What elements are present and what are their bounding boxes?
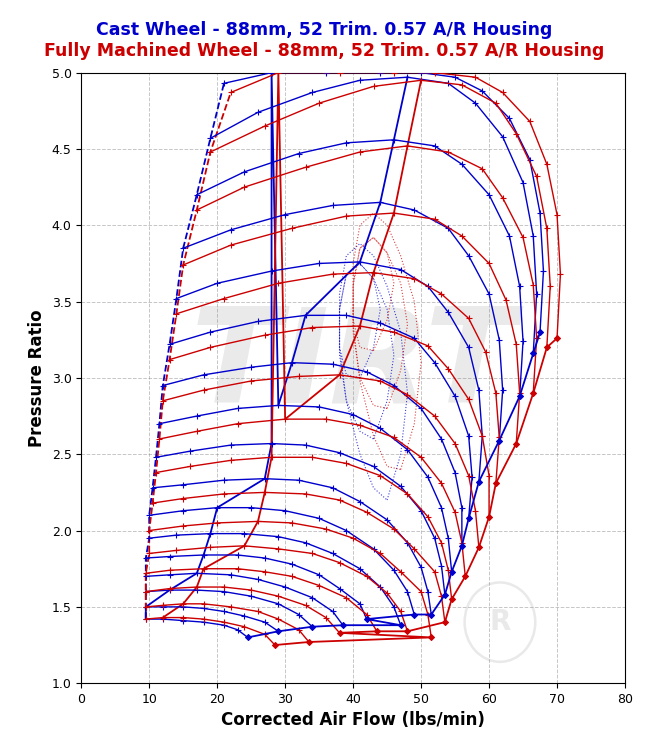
Text: R: R [489, 608, 511, 636]
X-axis label: Corrected Air Flow (lbs/min): Corrected Air Flow (lbs/min) [221, 711, 485, 729]
Y-axis label: Pressure Ratio: Pressure Ratio [28, 309, 46, 447]
Text: TIRT: TIRT [191, 302, 516, 429]
Text: Fully Machined Wheel - 88mm, 52 Trim. 0.57 A/R Housing: Fully Machined Wheel - 88mm, 52 Trim. 0.… [44, 42, 604, 60]
Text: Cast Wheel - 88mm, 52 Trim. 0.57 A/R Housing: Cast Wheel - 88mm, 52 Trim. 0.57 A/R Hou… [96, 21, 552, 39]
